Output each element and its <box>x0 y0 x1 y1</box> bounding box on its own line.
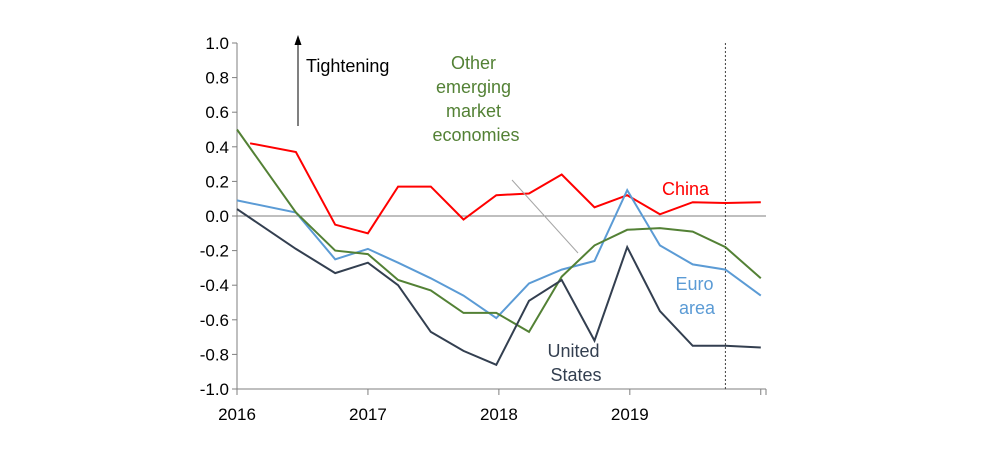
x-tick-label: 2016 <box>218 405 256 424</box>
other-emerging-label: Other emerging market economies <box>432 53 519 145</box>
united-states-label-line-2: States <box>550 365 601 385</box>
y-tick-label: 0.8 <box>205 69 229 88</box>
series-line-united-states <box>236 208 761 367</box>
series-line-other-emerging-market-economies <box>236 128 762 334</box>
series-lines <box>236 128 762 367</box>
x-tick-label: 2018 <box>480 405 518 424</box>
y-axis: 1.0 0.8 0.6 0.4 0.2 0.0 -0.2 -0.4 -0.6 -0.8 -1.0 <box>200 34 766 399</box>
y-tick-label: 0.2 <box>205 172 229 191</box>
euro-area-label-line-2: area <box>679 298 716 318</box>
x-tick-label: 2017 <box>349 405 387 424</box>
series-line-china <box>249 142 761 235</box>
y-tick-label: 0.6 <box>205 103 229 122</box>
united-states-label-line-1: United <box>547 341 599 361</box>
other-emerging-label-line-3: market <box>446 101 501 121</box>
y-tick-label: -0.4 <box>200 276 229 295</box>
y-tick-label: -1.0 <box>200 380 229 399</box>
x-axis: 2016 2017 2018 2019 <box>218 43 767 424</box>
tightening-label: Tightening <box>306 56 389 76</box>
y-tick-label: -0.6 <box>200 311 229 330</box>
y-tick-label: 0.0 <box>205 207 229 226</box>
united-states-label: United States <box>547 341 604 385</box>
y-tick-label: 0.4 <box>205 138 229 157</box>
tightening-arrowhead-icon <box>294 35 302 45</box>
y-tick-label: 1.0 <box>205 34 229 53</box>
other-emerging-label-line-2: emerging <box>436 77 511 97</box>
euro-area-label-line-1: Euro <box>675 274 713 294</box>
series-line-euro-area <box>236 187 762 320</box>
other-emerging-label-line-1: Other <box>451 53 496 73</box>
euro-area-label: Euro area <box>675 274 718 318</box>
x-tick-label: 2019 <box>611 405 649 424</box>
y-tick-label: -0.2 <box>200 242 229 261</box>
other-emerging-leader-line <box>511 179 579 254</box>
china-label: China <box>662 179 710 199</box>
other-emerging-label-line-4: economies <box>432 125 519 145</box>
y-tick-label: -0.8 <box>200 345 229 364</box>
